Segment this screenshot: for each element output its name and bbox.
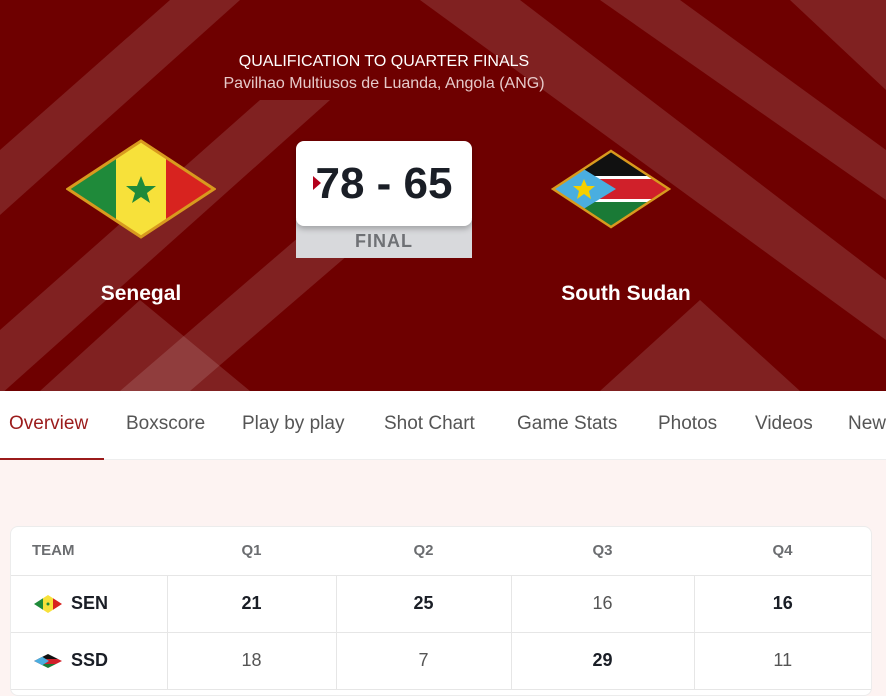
table-header-row: TEAM Q1 Q2 Q3 Q4 bbox=[11, 527, 871, 576]
final-score: 78 - 65 bbox=[296, 141, 472, 226]
score-q2: 25 bbox=[335, 575, 511, 633]
south-sudan-flag-icon bbox=[34, 654, 62, 669]
home-team-name[interactable]: Senegal bbox=[100, 282, 182, 305]
tab-news[interactable]: News bbox=[848, 413, 886, 434]
tab-game-stats[interactable]: Game Stats bbox=[517, 413, 618, 434]
possession-marker-icon bbox=[313, 176, 321, 190]
col-q4: Q4 bbox=[694, 527, 871, 576]
quarter-scores-table: TEAM Q1 Q2 Q3 Q4 SEN 21 25 16 16 SSD 18 … bbox=[10, 526, 872, 696]
table-row: SEN 21 25 16 16 bbox=[11, 575, 871, 633]
scoreboard: 78 - 65 FINAL bbox=[296, 141, 472, 258]
score-q4: 16 bbox=[693, 575, 871, 633]
senegal-flag-icon bbox=[66, 139, 216, 239]
table-row: SSD 18 7 29 11 bbox=[11, 632, 871, 690]
score-q2: 7 bbox=[335, 632, 511, 690]
tab-photos[interactable]: Photos bbox=[658, 413, 718, 434]
game-tabs: Overview Boxscore Play by play Shot Char… bbox=[0, 391, 886, 460]
col-q1: Q1 bbox=[167, 527, 336, 576]
south-sudan-flag-icon bbox=[551, 149, 671, 229]
score-q4: 11 bbox=[693, 632, 871, 690]
round-title: QUALIFICATION TO QUARTER FINALS bbox=[238, 53, 530, 70]
score-q1: 21 bbox=[166, 575, 336, 633]
score-q1: 18 bbox=[166, 632, 336, 690]
score-q3: 16 bbox=[510, 575, 694, 633]
tab-shot-chart[interactable]: Shot Chart bbox=[384, 413, 475, 434]
col-q2: Q2 bbox=[336, 527, 511, 576]
tab-overview[interactable]: Overview bbox=[0, 413, 104, 460]
tab-boxscore[interactable]: Boxscore bbox=[126, 413, 206, 434]
team-cell[interactable]: SSD bbox=[11, 632, 167, 690]
game-header: QUALIFICATION TO QUARTER FINALS Pavilhao… bbox=[0, 0, 886, 391]
venue: Pavilhao Multiusos de Luanda, Angola (AN… bbox=[223, 75, 545, 92]
senegal-flag-icon bbox=[34, 595, 62, 614]
tab-videos[interactable]: Videos bbox=[755, 413, 813, 434]
score-q3: 29 bbox=[510, 632, 694, 690]
team-code: SSD bbox=[71, 649, 109, 670]
tab-play-by-play[interactable]: Play by play bbox=[242, 413, 345, 434]
team-cell[interactable]: SEN bbox=[11, 575, 167, 633]
col-q3: Q3 bbox=[511, 527, 694, 576]
col-team: TEAM bbox=[11, 527, 167, 576]
team-code: SEN bbox=[71, 592, 109, 613]
away-team-name[interactable]: South Sudan bbox=[561, 282, 691, 305]
